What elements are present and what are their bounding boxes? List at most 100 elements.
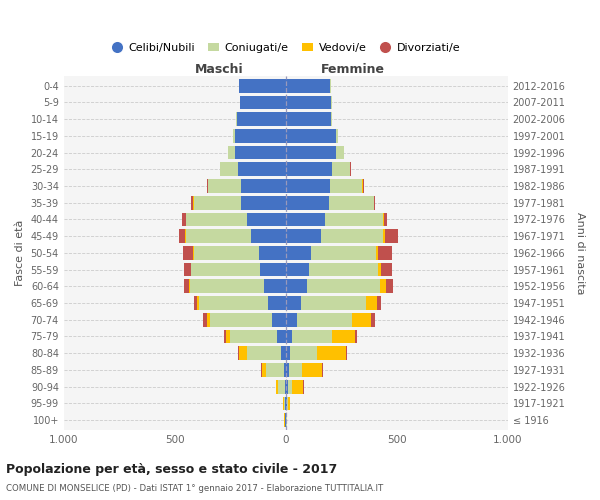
Bar <box>336 146 344 160</box>
Bar <box>239 346 247 360</box>
Bar <box>288 396 290 410</box>
Bar <box>207 179 208 193</box>
Bar <box>247 346 281 360</box>
Bar <box>184 263 191 276</box>
Bar <box>302 363 322 377</box>
Bar <box>322 230 383 243</box>
Bar <box>383 230 385 243</box>
Bar <box>383 212 384 226</box>
Bar <box>277 330 286 344</box>
Bar <box>378 246 392 260</box>
Bar <box>331 112 332 126</box>
Bar <box>376 246 378 260</box>
Bar <box>377 296 381 310</box>
Bar <box>203 313 207 326</box>
Bar <box>286 280 307 293</box>
Bar <box>194 196 241 209</box>
Bar <box>311 246 376 260</box>
Bar <box>199 296 268 310</box>
Bar <box>191 196 193 209</box>
Bar <box>285 396 286 410</box>
Bar <box>241 179 286 193</box>
Bar <box>278 380 284 394</box>
Bar <box>286 346 290 360</box>
Y-axis label: Fasce di età: Fasce di età <box>15 220 25 286</box>
Bar <box>371 313 374 326</box>
Bar <box>241 196 286 209</box>
Bar <box>228 146 235 160</box>
Text: Maschi: Maschi <box>195 64 244 76</box>
Bar <box>186 230 251 243</box>
Bar <box>292 380 303 394</box>
Bar <box>235 129 286 142</box>
Bar <box>286 96 331 110</box>
Bar <box>284 363 286 377</box>
Bar <box>179 230 185 243</box>
Text: COMUNE DI MONSELICE (PD) - Dati ISTAT 1° gennaio 2017 - Elaborazione TUTTITALIA.: COMUNE DI MONSELICE (PD) - Dati ISTAT 1°… <box>6 484 383 493</box>
Bar <box>211 313 272 326</box>
Bar <box>286 363 289 377</box>
Bar <box>307 280 380 293</box>
Bar <box>287 380 292 394</box>
Bar <box>322 363 323 377</box>
Bar <box>301 296 366 310</box>
Bar <box>284 414 286 427</box>
Bar <box>286 129 336 142</box>
Bar <box>194 246 259 260</box>
Bar <box>286 263 309 276</box>
Bar <box>276 380 278 394</box>
Bar <box>362 179 364 193</box>
Bar <box>286 330 292 344</box>
Bar <box>238 162 286 176</box>
Bar <box>183 246 193 260</box>
Bar <box>189 280 190 293</box>
Bar <box>350 162 351 176</box>
Bar <box>378 263 381 276</box>
Bar <box>336 129 338 142</box>
Bar <box>384 212 388 226</box>
Text: Popolazione per età, sesso e stato civile - 2017: Popolazione per età, sesso e stato civil… <box>6 462 337 475</box>
Bar <box>380 280 386 293</box>
Bar <box>317 346 346 360</box>
Bar <box>239 96 240 110</box>
Text: Femmine: Femmine <box>320 64 385 76</box>
Bar <box>266 363 284 377</box>
Bar <box>191 263 260 276</box>
Y-axis label: Anni di nascita: Anni di nascita <box>575 212 585 294</box>
Bar <box>197 296 199 310</box>
Bar <box>330 179 362 193</box>
Bar <box>374 196 375 209</box>
Bar <box>366 296 377 310</box>
Bar <box>352 313 371 326</box>
Bar <box>286 212 325 226</box>
Bar <box>268 296 286 310</box>
Bar <box>239 79 286 92</box>
Bar <box>325 212 383 226</box>
Bar <box>281 346 286 360</box>
Bar <box>283 396 284 410</box>
Bar <box>286 380 287 394</box>
Legend: Celibi/Nubili, Coniugati/e, Vedovi/e, Divorziati/e: Celibi/Nubili, Coniugati/e, Vedovi/e, Di… <box>107 38 464 58</box>
Bar <box>332 330 355 344</box>
Bar <box>240 96 286 110</box>
Bar <box>190 280 263 293</box>
Bar <box>297 313 352 326</box>
Bar <box>286 230 322 243</box>
Bar <box>194 296 197 310</box>
Bar <box>289 363 302 377</box>
Bar <box>286 179 330 193</box>
Bar <box>329 196 374 209</box>
Bar <box>292 330 332 344</box>
Bar <box>386 280 394 293</box>
Bar <box>235 146 286 160</box>
Bar <box>309 263 378 276</box>
Bar <box>220 162 238 176</box>
Bar <box>284 396 285 410</box>
Bar <box>182 212 185 226</box>
Bar <box>233 129 235 142</box>
Bar <box>262 363 266 377</box>
Bar <box>207 313 211 326</box>
Bar <box>284 380 286 394</box>
Bar <box>236 112 237 126</box>
Bar <box>286 396 287 410</box>
